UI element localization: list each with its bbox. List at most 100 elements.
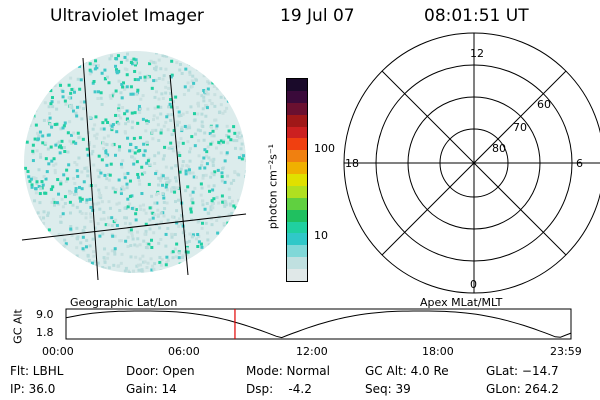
image-pixel (202, 99, 206, 103)
image-pixel (91, 127, 95, 131)
image-pixel (204, 114, 208, 118)
image-pixel (25, 265, 29, 269)
image-pixel (180, 127, 184, 131)
info-mode: Mode: Normal (246, 364, 330, 378)
image-pixel (28, 123, 32, 127)
image-pixel (187, 165, 191, 169)
image-pixel (233, 171, 237, 175)
image-pixel (133, 111, 137, 115)
image-pixel (237, 96, 241, 100)
image-pixel (188, 126, 192, 130)
image-pixel (191, 190, 195, 194)
image-pixel (150, 131, 154, 135)
image-pixel (220, 179, 224, 183)
image-pixel (93, 67, 97, 71)
image-pixel (102, 147, 106, 151)
image-pixel (69, 103, 73, 107)
image-pixel (114, 64, 118, 68)
image-pixel (191, 171, 195, 175)
image-pixel (240, 266, 244, 270)
image-pixel (162, 200, 166, 204)
image-pixel (210, 202, 214, 206)
image-pixel (150, 268, 154, 272)
image-pixel (51, 58, 55, 62)
polar-plot (343, 32, 600, 294)
image-pixel (66, 177, 70, 181)
image-pixel (66, 150, 70, 154)
image-pixel (105, 177, 109, 181)
image-pixel (164, 91, 168, 95)
image-pixel (197, 240, 201, 244)
image-pixel (34, 187, 38, 191)
image-pixel (68, 139, 72, 143)
image-pixel (57, 100, 61, 104)
image-pixel (32, 68, 36, 72)
image-pixel (68, 200, 72, 204)
image-pixel (62, 124, 66, 128)
image-pixel (44, 141, 48, 145)
image-pixel (91, 81, 95, 85)
image-pixel (78, 135, 82, 139)
image-pixel (84, 216, 88, 220)
image-pixel (158, 260, 162, 264)
image-pixel (237, 198, 241, 202)
image-pixel (45, 80, 49, 84)
image-pixel (34, 191, 38, 195)
image-pixel (128, 179, 132, 183)
image-pixel (153, 95, 157, 99)
image-pixel (126, 197, 130, 201)
image-pixel (78, 210, 82, 214)
image-pixel (159, 128, 163, 132)
image-pixel (143, 232, 147, 236)
image-pixel (157, 77, 161, 81)
image-pixel (197, 234, 201, 238)
image-pixel (201, 124, 205, 128)
image-pixel (120, 96, 124, 100)
image-pixel (50, 159, 54, 163)
image-pixel (101, 121, 105, 125)
image-pixel (124, 206, 128, 210)
image-pixel (170, 59, 174, 63)
image-pixel (212, 197, 216, 201)
image-pixel (117, 264, 121, 268)
image-pixel (46, 211, 50, 215)
image-pixel (29, 271, 33, 273)
image-pixel (151, 211, 155, 215)
image-pixel (108, 57, 112, 61)
image-pixel (140, 269, 144, 273)
colorbar-segment (287, 197, 307, 210)
timeline-xtick-1800: 18:00 (422, 345, 454, 358)
image-pixel (153, 161, 157, 165)
image-pixel (159, 112, 163, 116)
timeline-frame (65, 308, 572, 340)
image-pixel (44, 177, 48, 181)
image-pixel (38, 192, 42, 196)
image-pixel (103, 267, 107, 271)
image-pixel (93, 134, 97, 138)
image-pixel (125, 216, 129, 220)
image-pixel (165, 260, 169, 264)
image-pixel (86, 169, 90, 173)
image-pixel (214, 146, 218, 150)
image-pixel (170, 235, 174, 239)
image-pixel (229, 56, 233, 60)
image-pixel (38, 65, 42, 69)
image-pixel (232, 178, 236, 182)
image-pixel (69, 76, 73, 80)
image-pixel (50, 100, 54, 104)
image-pixel (193, 77, 197, 81)
image-pixel (244, 170, 246, 174)
image-pixel (222, 222, 226, 226)
image-pixel (171, 100, 175, 104)
image-pixel (161, 96, 165, 100)
image-pixel (142, 154, 146, 158)
image-pixel (191, 233, 195, 237)
image-pixel (98, 234, 102, 238)
image-pixel (123, 55, 127, 59)
image-pixel (173, 190, 177, 194)
image-pixel (209, 175, 213, 179)
image-pixel (54, 76, 58, 80)
image-pixel (83, 100, 87, 104)
image-pixel (43, 101, 47, 105)
image-pixel (117, 108, 121, 112)
